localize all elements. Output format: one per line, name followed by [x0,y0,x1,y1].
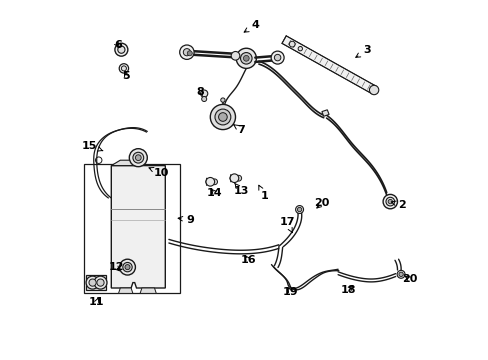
Circle shape [220,98,224,102]
Circle shape [94,276,107,289]
Polygon shape [86,275,106,290]
Polygon shape [115,45,127,55]
Circle shape [274,54,280,61]
Text: 1: 1 [258,185,267,201]
Text: 14: 14 [207,188,223,198]
Text: 7: 7 [233,125,244,135]
Circle shape [97,279,104,286]
Circle shape [201,96,206,102]
Circle shape [243,55,249,61]
Circle shape [289,41,294,47]
Text: 3: 3 [355,45,370,57]
Text: 6: 6 [114,40,122,50]
Polygon shape [111,166,165,288]
Circle shape [368,85,378,95]
Text: 11: 11 [89,297,104,307]
Text: 20: 20 [314,198,329,208]
Circle shape [396,270,404,278]
Circle shape [121,66,126,71]
Text: 4: 4 [244,20,259,32]
Polygon shape [140,288,156,293]
Circle shape [230,174,238,183]
Circle shape [205,177,214,186]
Polygon shape [282,36,375,94]
Circle shape [119,64,128,73]
Text: 8: 8 [196,87,204,97]
Circle shape [187,51,192,56]
Circle shape [215,109,230,125]
Text: 13: 13 [233,183,248,196]
Bar [84,164,179,293]
Text: 15: 15 [82,141,102,151]
Text: 9: 9 [178,215,194,225]
Circle shape [118,46,125,53]
Circle shape [89,279,96,286]
Circle shape [236,48,256,68]
Circle shape [200,90,207,97]
Polygon shape [321,110,328,116]
Circle shape [387,199,392,204]
Polygon shape [111,160,136,166]
Circle shape [115,43,127,56]
Circle shape [231,51,239,60]
Circle shape [398,272,403,276]
Circle shape [270,51,284,64]
Text: 12: 12 [108,262,123,272]
Polygon shape [118,288,133,293]
Text: 19: 19 [282,287,298,297]
Circle shape [125,265,130,270]
Text: 16: 16 [240,255,255,265]
Circle shape [210,104,235,130]
Circle shape [135,155,141,161]
Text: 18: 18 [341,285,356,295]
Circle shape [298,46,302,51]
Text: 2: 2 [390,200,405,210]
Circle shape [179,45,194,59]
Circle shape [218,113,227,121]
Polygon shape [213,121,231,126]
Circle shape [297,207,301,212]
Circle shape [122,262,132,272]
Circle shape [385,197,394,206]
Text: 10: 10 [149,167,168,178]
Circle shape [133,152,143,163]
Text: 5: 5 [122,71,130,81]
Text: 17: 17 [279,217,294,233]
Circle shape [240,53,251,64]
Circle shape [211,179,217,185]
Circle shape [183,49,190,56]
Circle shape [295,206,303,213]
Circle shape [120,259,135,275]
Circle shape [129,149,147,167]
Text: 20: 20 [401,274,416,284]
Circle shape [235,175,241,181]
Circle shape [86,276,99,289]
Circle shape [382,194,397,209]
